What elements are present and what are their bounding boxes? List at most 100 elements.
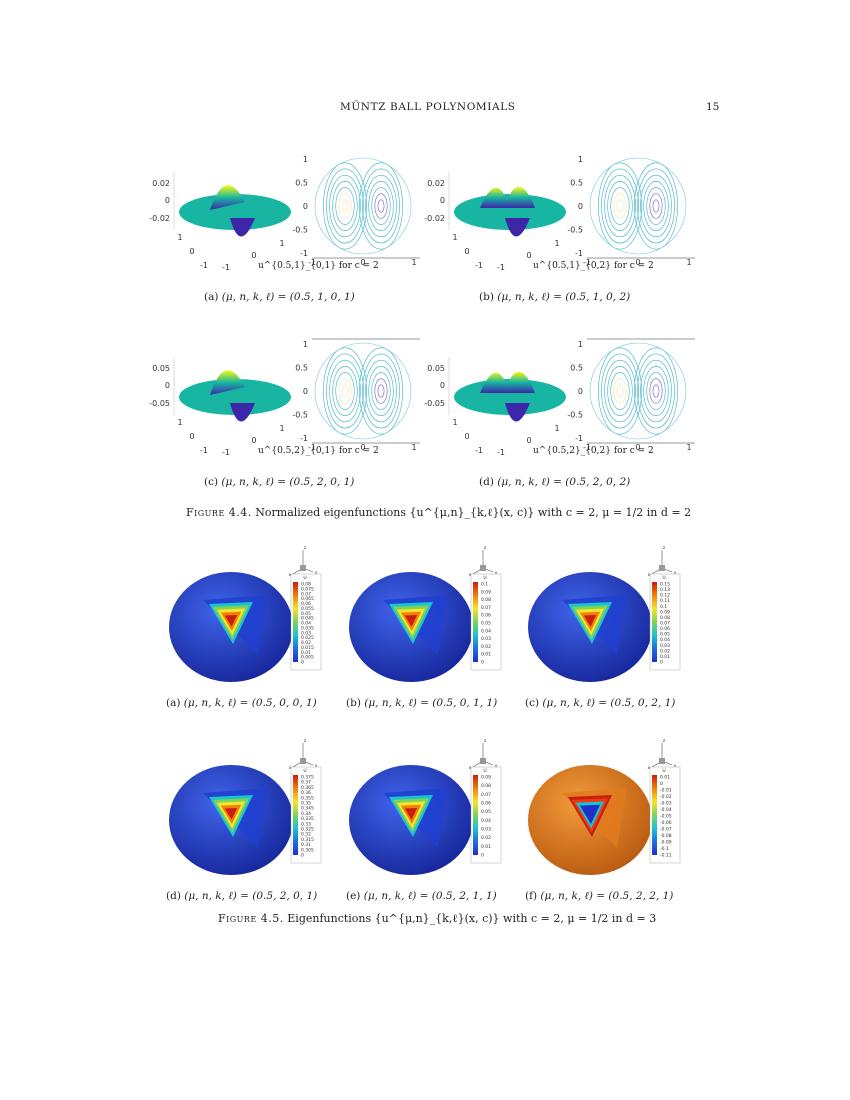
- legend-value: -0.05: [660, 814, 672, 820]
- legend-value: 0.04: [481, 818, 491, 824]
- contour-line: [374, 378, 388, 404]
- legend-value: 0.335: [301, 816, 314, 822]
- surface-disk: [454, 379, 566, 415]
- contour-line: [613, 378, 627, 404]
- contour-y-tick: 0: [578, 387, 583, 396]
- legend-value: 0.05: [660, 632, 670, 638]
- z-tick-label: 0.02: [152, 179, 170, 188]
- contour-line: [359, 162, 403, 250]
- isosurface-ring: [404, 614, 418, 627]
- legend-value: 0.06: [301, 601, 311, 607]
- contour-line: [329, 359, 361, 423]
- contour-y-tick: -1: [300, 434, 308, 443]
- legend-value: -0.11: [660, 853, 672, 859]
- contour-line: [643, 181, 669, 231]
- contour-y-tick: -1: [575, 434, 583, 443]
- axis-label-z: z: [304, 546, 307, 551]
- legend-value: 0.04: [301, 621, 311, 627]
- base-tick-right: 1: [554, 239, 559, 248]
- base-tick-right: 0: [526, 436, 531, 445]
- contour-line: [341, 384, 349, 398]
- legend-value: 0.065: [301, 596, 314, 602]
- contour-line: [368, 366, 394, 416]
- surface-trough: [505, 218, 530, 237]
- contour-x-tick: 1: [411, 443, 416, 452]
- contour-line: [362, 168, 400, 244]
- legend-value: 0.03: [481, 636, 491, 642]
- legend-value: 0.13: [660, 587, 670, 593]
- contour-line: [607, 366, 633, 416]
- contour-line: [646, 372, 666, 410]
- ball-render: z x y U0.09 0.08 0.07 0.06 0.05 0.04 0.03 0.02 0.01…: [349, 739, 502, 875]
- legend-value: 0.04: [481, 628, 491, 634]
- legend-value: 0.01: [660, 775, 670, 781]
- figure-4-4-label: Figure 4.4.: [186, 506, 252, 519]
- z-tick-label: -0.05: [149, 399, 170, 408]
- page-header: MÜNTZ BALL POLYNOMIALS 15: [0, 101, 850, 115]
- surface-disk: [179, 194, 291, 230]
- base-tick-right: 1: [279, 424, 284, 433]
- z-tick-label: 0: [165, 196, 170, 205]
- legend-value: 0.33: [301, 821, 311, 827]
- legend-value: 0.37: [301, 780, 311, 786]
- z-tick-label: 0: [165, 381, 170, 390]
- figure-4-4-panel: 0.05 0 -0.05 1 0 -1 1 0 -1 1 0.5 0 -0.5 -1 -1 0 1 u^{0.5,…: [424, 335, 695, 495]
- legend-value: 0.02: [481, 835, 491, 841]
- contour-line: [371, 187, 391, 225]
- axis-label-x: x: [289, 573, 292, 578]
- legend-value: -0.04: [660, 807, 672, 813]
- legend-value: 0.11: [660, 598, 670, 604]
- contour-line: [335, 187, 355, 225]
- surface-trough: [230, 403, 255, 422]
- contour-x-tick: -1: [308, 443, 316, 452]
- subfigure-params: (μ, n, k, ℓ) = (0.5, 1, 0, 1): [221, 291, 355, 303]
- legend-value: -0.1: [660, 846, 669, 852]
- subfigure-caption: (c) (μ, n, k, ℓ) = (0.5, 0, 2, 1): [525, 697, 675, 709]
- contour-x-tick: 1: [686, 258, 691, 267]
- contour-line: [637, 168, 675, 244]
- legend-value: 0.01: [301, 650, 311, 656]
- contour-boundary: [589, 157, 687, 255]
- contour-x-tick: 0: [635, 258, 640, 267]
- ball-render: zx yU0.010-0.01-0.02-0.03-0.04-0.05-0.06-…: [528, 739, 681, 875]
- legend-value: 0.08: [301, 582, 311, 588]
- legend-value: 0: [660, 660, 663, 666]
- legend-value: 0.31: [301, 842, 311, 848]
- axis-label-y: y: [495, 571, 498, 576]
- legend-value: 0.09: [660, 609, 670, 615]
- contour-line: [601, 353, 639, 429]
- contour-line: [610, 187, 630, 225]
- legend-value: 0.015: [301, 645, 314, 651]
- contour-line: [640, 359, 672, 423]
- base-tick-right: 0: [251, 436, 256, 445]
- subfigure-params: (μ, n, k, ℓ) = (0.5, 0, 0, 1): [183, 697, 317, 709]
- legend-value: 0.1: [481, 582, 488, 588]
- legend-value: 0.36: [301, 790, 311, 796]
- legend-value: 0.03: [481, 827, 491, 833]
- base-tick-left: -1: [475, 446, 483, 455]
- figure-4-5-panel: z x y U 0.1 0.09 0.08 0.07 0.06 0.05 0.04 0.03 0.02 0…: [343, 540, 518, 720]
- contour-x-tick: -1: [308, 258, 316, 267]
- axis-triad-cube: [659, 758, 665, 764]
- base-tick-left: 0: [189, 247, 194, 256]
- figure-4-4-caption: Figure 4.4. Normalized eigenfunctions {u…: [186, 506, 691, 519]
- legend-value: 0.08: [481, 783, 491, 789]
- legend-value: 0.05: [481, 621, 491, 627]
- base-tick-right: -1: [497, 448, 505, 457]
- axis-triad-cube: [300, 565, 306, 571]
- contour-line: [365, 174, 397, 238]
- legend-title: U: [483, 768, 486, 774]
- subfigure-caption: (c) (μ, n, k, ℓ) = (0.5, 2, 0, 1): [204, 476, 354, 488]
- legend-colorbar: [473, 582, 478, 662]
- subfigure-caption: (d) (μ, n, k, ℓ) = (0.5, 2, 0, 2): [479, 476, 630, 488]
- contour-line: [613, 193, 627, 219]
- axis-label-z: z: [304, 739, 307, 744]
- contour-line: [637, 353, 675, 429]
- legend-value: 0.02: [660, 648, 670, 654]
- legend-value: 0.08: [660, 615, 670, 621]
- legend-value: 0.06: [660, 626, 670, 632]
- legend-title: U: [303, 768, 306, 774]
